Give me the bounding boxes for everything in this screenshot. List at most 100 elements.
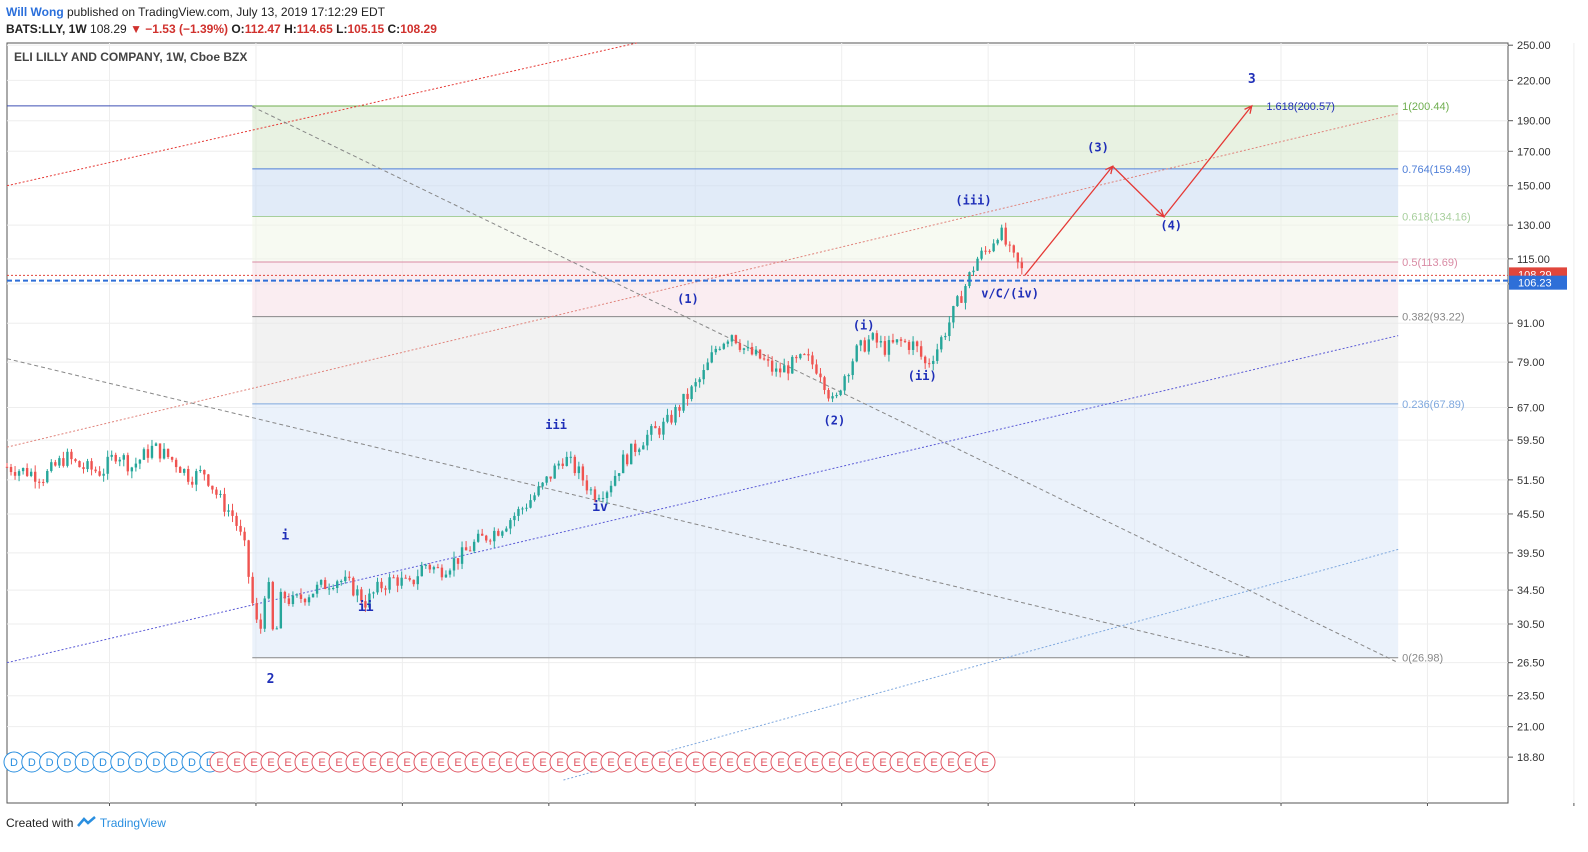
earnings-marker-label: E	[828, 757, 835, 769]
candle-body	[215, 489, 218, 495]
footer: Created with TradingView	[6, 816, 166, 830]
wave-label: (3)	[1087, 140, 1109, 154]
candle-body	[191, 481, 194, 485]
candle-body	[964, 286, 967, 303]
candle-body	[774, 368, 778, 372]
candle-body	[178, 467, 182, 473]
candle-body	[903, 340, 907, 342]
candle-body	[17, 471, 21, 476]
earnings-marker-label: E	[692, 757, 699, 769]
candle-body	[694, 382, 697, 387]
candle-body	[331, 588, 335, 590]
candle-body	[843, 376, 846, 391]
fib-extension-label: 1.618(200.57)	[1266, 101, 1335, 113]
earnings-marker-label: E	[573, 757, 580, 769]
open-value: 112.47	[244, 22, 281, 36]
candle-body	[74, 459, 77, 462]
candle-body	[29, 471, 33, 476]
open-label: O:	[231, 22, 245, 36]
y-tick-label: 39.50	[1517, 548, 1545, 560]
candle-body	[601, 497, 605, 499]
candle-body	[754, 349, 758, 355]
candle-body	[271, 582, 274, 630]
projection-arrow-head	[1244, 104, 1253, 114]
earnings-marker-label: E	[709, 757, 716, 769]
candle-body	[638, 449, 641, 452]
y-tick-label: 115.00	[1517, 254, 1550, 266]
candle-body	[517, 509, 520, 516]
earnings-marker-label: E	[675, 757, 682, 769]
dividend-marker-label: D	[170, 757, 178, 769]
candle-body	[25, 468, 29, 476]
earnings-marker-label: E	[250, 757, 257, 769]
earnings-marker-label: E	[590, 757, 597, 769]
candle-body	[932, 360, 935, 364]
earnings-marker-label: E	[386, 757, 393, 769]
wave-label: (1)	[677, 292, 699, 306]
candle-body	[86, 461, 89, 470]
fib-zone	[252, 168, 1399, 217]
candle-body	[287, 598, 291, 605]
earnings-marker-label: E	[896, 757, 903, 769]
earnings-marker-label: E	[964, 757, 971, 769]
wave-label: (2)	[824, 413, 846, 427]
fib-zone	[252, 316, 1399, 404]
candle-body	[82, 467, 85, 470]
candle-body	[420, 565, 423, 577]
candle-body	[372, 592, 375, 594]
candle-body	[1020, 262, 1024, 269]
candle-body	[416, 576, 419, 585]
candle-body	[553, 465, 556, 479]
tradingview-link[interactable]: TradingView	[99, 816, 166, 830]
price-chart[interactable]: 250.00 220.00 190.00 170.00 150.00 130.00 115.…	[0, 40, 1588, 806]
candle-body	[436, 567, 440, 569]
wave-label: 3	[1248, 72, 1256, 87]
candle-body	[650, 426, 653, 435]
candle-body	[94, 469, 97, 472]
author-link[interactable]: Will Wong	[6, 5, 64, 19]
candle-body	[629, 443, 633, 465]
candle-body	[21, 468, 25, 472]
candle-body	[1012, 245, 1015, 253]
candle-body	[863, 340, 866, 352]
dividend-marker-label: D	[135, 757, 143, 769]
candle-body	[875, 333, 879, 343]
y-tick-label: 220.00	[1517, 75, 1551, 87]
candle-body	[231, 510, 234, 516]
candle-body	[392, 577, 395, 579]
candle-body	[835, 394, 838, 397]
candle-body	[456, 558, 460, 564]
y-tick-label: 250.00	[1517, 40, 1551, 52]
candle-body	[545, 476, 548, 483]
y-tick-label: 150.00	[1517, 181, 1551, 193]
candle-body	[118, 459, 121, 462]
earnings-marker-label: E	[556, 757, 563, 769]
candle-body	[766, 359, 770, 361]
candle-body	[364, 601, 367, 608]
candle-body	[195, 471, 198, 485]
candle-body	[513, 515, 516, 521]
candle-body	[807, 354, 810, 356]
close-label: C:	[387, 22, 401, 36]
high-value: 114.65	[296, 22, 333, 36]
candle-body	[936, 349, 939, 361]
fib-level-label: 0(26.98)	[1402, 653, 1443, 665]
candle-body	[891, 340, 895, 343]
candle-body	[654, 426, 657, 429]
candle-body	[1016, 252, 1019, 263]
earnings-marker-label: E	[369, 757, 376, 769]
candle-body	[899, 339, 903, 341]
candle-body	[666, 414, 669, 422]
candle-body	[976, 258, 979, 271]
earnings-marker-label: E	[658, 757, 665, 769]
candle-body	[340, 581, 343, 583]
candle-body	[315, 584, 319, 594]
candle-body	[525, 507, 528, 509]
candle-body	[130, 467, 134, 472]
candle-body	[811, 355, 814, 365]
earnings-marker-label: E	[471, 757, 478, 769]
candle-body	[493, 530, 496, 542]
y-tick-label: 45.50	[1517, 509, 1545, 521]
candle-body	[646, 434, 649, 446]
candle-body	[255, 603, 258, 620]
